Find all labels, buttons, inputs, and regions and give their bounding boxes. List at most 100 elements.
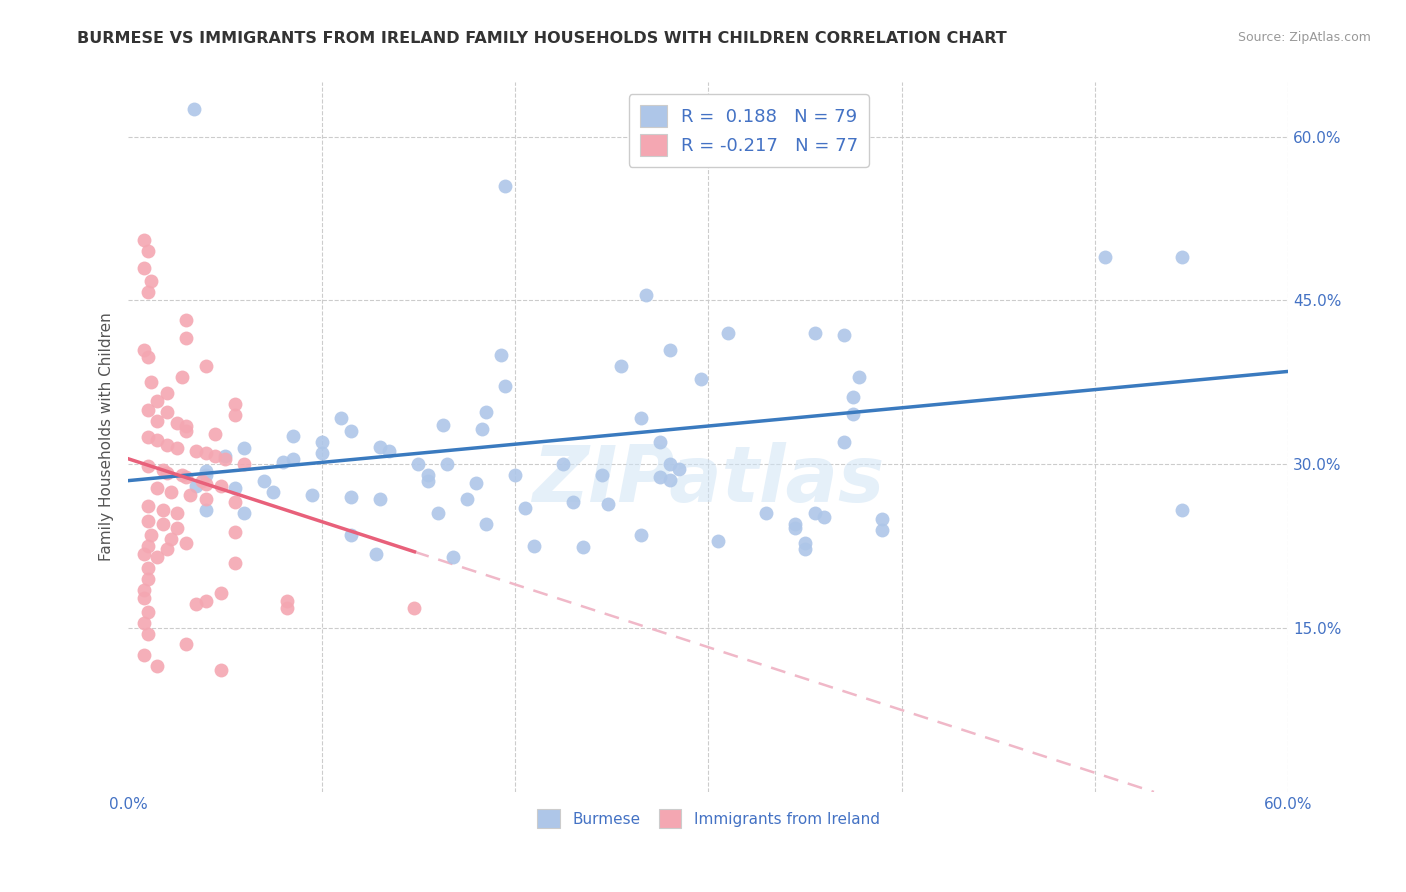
Point <box>1094 250 1116 264</box>
Point <box>146 659 169 673</box>
Point <box>214 449 236 463</box>
Point <box>471 422 494 436</box>
Point <box>339 490 361 504</box>
Point <box>224 495 246 509</box>
Point <box>194 476 217 491</box>
Point <box>209 586 232 600</box>
Point <box>141 274 163 288</box>
Point <box>717 326 740 340</box>
Point <box>596 497 619 511</box>
Point <box>224 408 246 422</box>
Point <box>190 474 212 488</box>
Point <box>872 523 894 537</box>
Point <box>630 528 652 542</box>
Point <box>132 582 155 597</box>
Point <box>755 507 778 521</box>
Point <box>803 326 825 340</box>
Point <box>172 369 194 384</box>
Point <box>194 492 217 507</box>
Point <box>630 411 652 425</box>
Point <box>152 503 174 517</box>
Point <box>209 663 232 677</box>
Point <box>136 459 159 474</box>
Point <box>1171 250 1194 264</box>
Point <box>224 481 246 495</box>
Point <box>156 466 179 480</box>
Text: ZIPatlas: ZIPatlas <box>533 442 884 517</box>
Point <box>281 429 304 443</box>
Point <box>503 468 526 483</box>
Point <box>194 464 217 478</box>
Point <box>494 178 516 193</box>
Point <box>252 474 274 488</box>
Point <box>194 359 217 373</box>
Point <box>146 434 169 448</box>
Point <box>136 605 159 619</box>
Text: Source: ZipAtlas.com: Source: ZipAtlas.com <box>1237 31 1371 45</box>
Point <box>204 426 226 441</box>
Point <box>166 520 188 534</box>
Point <box>648 435 671 450</box>
Point <box>813 509 835 524</box>
Point <box>785 517 807 532</box>
Point <box>209 479 232 493</box>
Point <box>179 488 201 502</box>
Point <box>174 419 197 434</box>
Point <box>174 536 197 550</box>
Point <box>311 435 333 450</box>
Point <box>184 444 207 458</box>
Point <box>132 547 155 561</box>
Point <box>368 440 391 454</box>
Point <box>152 517 174 532</box>
Point <box>194 468 217 483</box>
Point <box>794 542 817 557</box>
Point <box>172 468 194 483</box>
Point <box>832 328 855 343</box>
Point <box>183 102 205 116</box>
Point <box>378 444 401 458</box>
Point <box>364 547 387 561</box>
Point <box>668 461 690 475</box>
Point <box>842 390 865 404</box>
Point <box>233 441 256 455</box>
Point <box>132 615 155 630</box>
Point <box>204 449 226 463</box>
Point <box>803 507 825 521</box>
Point <box>404 601 426 615</box>
Point <box>368 492 391 507</box>
Point <box>174 470 197 484</box>
Point <box>141 376 163 390</box>
Point <box>475 517 498 532</box>
Point <box>159 484 181 499</box>
Point <box>339 425 361 439</box>
Point <box>136 244 159 259</box>
Point <box>146 550 169 565</box>
Point <box>146 393 169 408</box>
Point <box>475 405 498 419</box>
Point <box>262 484 284 499</box>
Point <box>329 411 352 425</box>
Point <box>301 488 323 502</box>
Point <box>194 503 217 517</box>
Point <box>785 520 807 534</box>
Point <box>658 343 681 357</box>
Point <box>136 514 159 528</box>
Point <box>156 386 179 401</box>
Point <box>136 285 159 299</box>
Point <box>610 359 633 373</box>
Point <box>562 495 585 509</box>
Point <box>491 348 513 362</box>
Point <box>689 372 711 386</box>
Point <box>842 407 865 421</box>
Point <box>872 512 894 526</box>
Point <box>156 405 179 419</box>
Point <box>132 591 155 605</box>
Point <box>636 288 658 302</box>
Point <box>658 473 681 487</box>
Point <box>591 468 613 483</box>
Point <box>136 430 159 444</box>
Point <box>136 572 159 586</box>
Point <box>152 463 174 477</box>
Point <box>416 468 439 483</box>
Point <box>311 446 333 460</box>
